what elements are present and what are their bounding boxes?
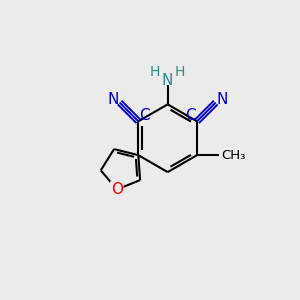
Text: O: O <box>111 182 123 197</box>
Text: N: N <box>107 92 119 107</box>
Text: C: C <box>185 108 196 123</box>
Text: N: N <box>162 73 173 88</box>
Text: C: C <box>140 108 150 123</box>
Text: N: N <box>217 92 228 107</box>
Text: H: H <box>175 65 185 79</box>
Text: CH₃: CH₃ <box>221 149 246 162</box>
Text: H: H <box>150 65 160 79</box>
